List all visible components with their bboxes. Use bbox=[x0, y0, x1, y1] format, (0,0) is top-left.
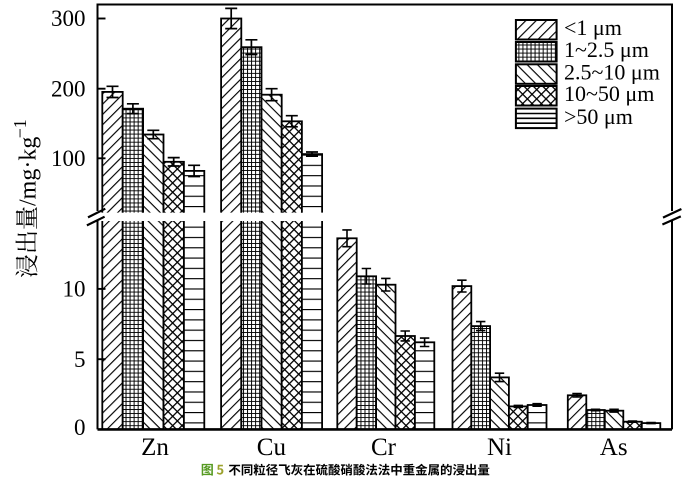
svg-text:2.5~10 μm: 2.5~10 μm bbox=[564, 60, 660, 85]
svg-text:−1: −1 bbox=[10, 119, 30, 138]
svg-text:1~2.5 μm: 1~2.5 μm bbox=[564, 37, 649, 62]
svg-text:Zn: Zn bbox=[141, 434, 169, 461]
svg-text:As: As bbox=[600, 434, 628, 461]
svg-text:/mg·kg: /mg·kg bbox=[16, 137, 42, 206]
svg-text:200: 200 bbox=[51, 76, 86, 101]
svg-text:0: 0 bbox=[74, 415, 86, 440]
svg-text:>50 μm: >50 μm bbox=[564, 104, 633, 129]
svg-text:10~50 μm: 10~50 μm bbox=[564, 81, 654, 106]
svg-text:Cu: Cu bbox=[257, 434, 287, 461]
svg-text:100: 100 bbox=[51, 146, 86, 171]
svg-text:<1 μm: <1 μm bbox=[564, 15, 622, 40]
svg-text:10: 10 bbox=[63, 277, 86, 302]
svg-text:5: 5 bbox=[74, 347, 86, 372]
svg-text:Ni: Ni bbox=[487, 434, 512, 461]
svg-text:Cr: Cr bbox=[371, 434, 397, 461]
svg-text:300: 300 bbox=[51, 6, 86, 31]
